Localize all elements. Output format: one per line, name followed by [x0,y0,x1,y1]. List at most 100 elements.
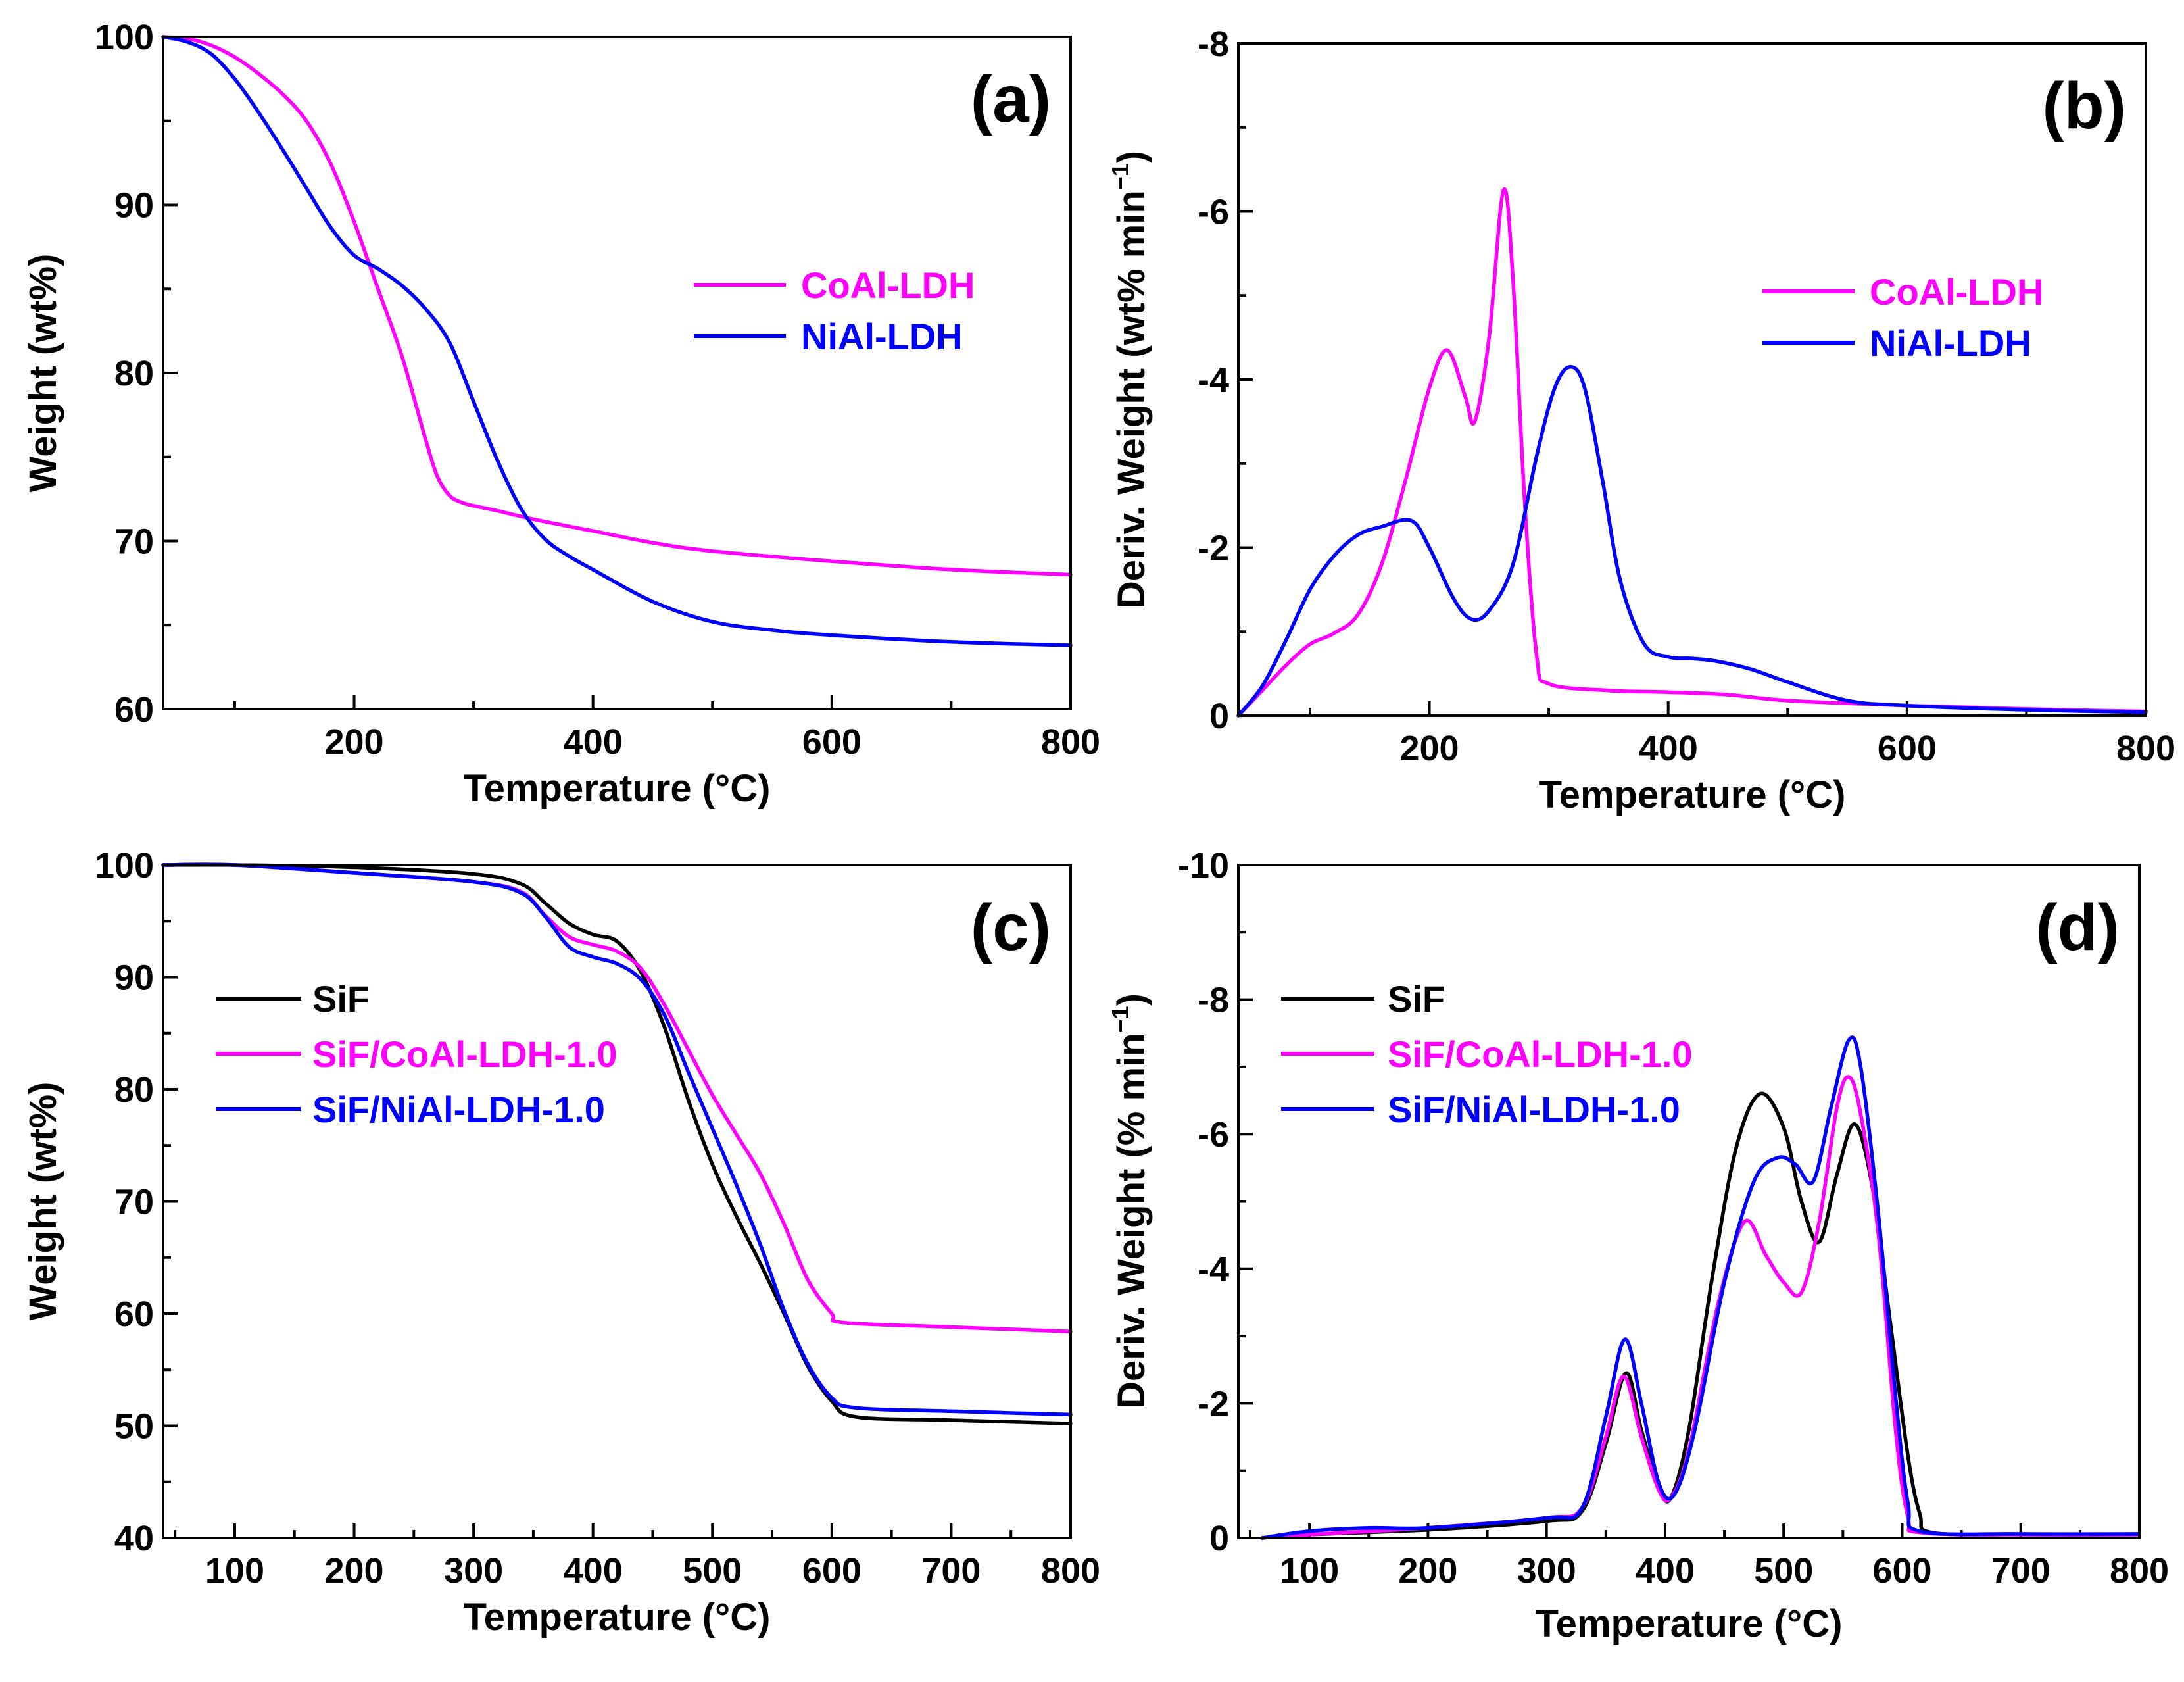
panel-a-y-tick-label: 70 [114,522,154,562]
panel-a-frame [162,36,1072,710]
panel-d-x-tick-label: 100 [1280,1551,1339,1591]
panel-d-x-tick-label: 500 [1754,1551,1813,1591]
panel-a-x-tick-label: 400 [564,722,623,762]
panel-a-legend: CoAl-LDH NiAl-LDH [694,264,975,357]
panel-b-legend: CoAl-LDH NiAl-LDH [1762,271,2043,364]
panel-d-frame [1237,864,2141,1539]
panel-b-y-axis-label-main: Deriv. Weight (wt% min [1110,190,1153,608]
panel-c-legend-label-nial: SiF/NiAl-LDH-1.0 [312,1089,605,1130]
panel-c-x-tick-label: 500 [683,1551,742,1591]
panel-d-x-tick-label: 800 [2110,1551,2169,1591]
panel-d-y-tick-label: -8 [1198,981,1229,1020]
panel-c-tga-composites: 100 200 300 400 500 600 700 800 40 50 60 70 80 90100 … [22,846,1100,1639]
panel-b-legend-label-coal: CoAl-LDH [1870,271,2043,312]
panel-c-x-tick-label: 700 [921,1551,981,1591]
panel-d-series-sif [1260,1091,2141,1540]
panel-c-y-tick-label: 100 [95,846,154,885]
panel-a-series-coal-ldh [161,35,1073,577]
panel-a-y-tick-label: 100 [95,18,154,57]
panel-d-dtg-composites: 100 200 300 400 500 600 700 800 0 -2 -4 -6 -8 -10 (d)… [1107,846,2169,1645]
panel-c-y-tick-label: 70 [114,1183,154,1222]
panel-a-x-tick-label: 600 [802,722,861,762]
panel-c-x-tick-label: 800 [1041,1551,1100,1591]
panel-b-legend-label-nial: NiAl-LDH [1870,322,2031,364]
panel-b-x-tick-label: 600 [1878,729,1937,768]
panel-b-y-axis-label-close: ) [1110,151,1153,163]
panel-a-x-axis-label: Temperature (°C) [464,767,771,810]
panel-c-y-tick-label: 50 [114,1407,154,1447]
panel-a-series-nial-ldh [161,35,1073,647]
panel-c-x-tick-label: 300 [444,1551,503,1591]
panel-b-series-nial-ldh [1236,365,2148,718]
panel-d-x-tick-label: 700 [1991,1551,2051,1591]
panel-d-series-sif-nial-ldh-1-0 [1260,1035,2141,1540]
panel-b-y-axis-label: Deriv. Weight (wt% min−1) [1107,151,1153,608]
panel-c-series-sif [161,862,1073,1425]
panel-c-series-sif-nial-ldh-1-0 [161,862,1073,1417]
panel-b-x-axis-label: Temperature (°C) [1539,774,1846,816]
panel-d-x-tick-label: 200 [1398,1551,1457,1591]
panel-c-x-tick-label: 600 [802,1551,861,1591]
panel-a-plot-area: 200 400 600 800 60 70 80 90 100 [95,18,1100,762]
panel-b-frame [1237,42,2147,717]
panel-b-y-axis-label-sup: −1 [1107,163,1134,190]
panel-a-y-tick-label: 90 [114,186,154,226]
panel-c-y-axis-label: Weight (wt%) [22,1082,64,1321]
panel-b-series-coal-ldh [1236,187,2148,718]
panel-b-plot-area: 200 400 600 800 0 -2 -4 -6 -8 [1198,24,2175,768]
panel-a-y-axis-label: Weight (wt%) [22,254,64,493]
panel-b-y-tick-label: -6 [1198,193,1229,232]
panel-d-y-tick-label: -6 [1198,1115,1229,1154]
panel-b-x-tick-label: 800 [2116,729,2175,768]
panel-b-y-tick-label: -8 [1198,24,1229,64]
panel-a-x-tick-label: 200 [324,722,383,762]
panel-d-label: (d) [2035,891,2120,964]
panel-a-label: (a) [971,62,1051,136]
panel-c-x-tick-label: 200 [324,1551,383,1591]
panel-c-x-tick-label: 400 [564,1551,623,1591]
panel-a-x-tick-label: 800 [1041,722,1100,762]
panel-d-y-tick-label: -2 [1198,1384,1229,1423]
panel-d-y-tick-label: -4 [1198,1250,1229,1289]
panel-d-y-axis-label: Deriv. Weight (% min−1) [1107,993,1153,1409]
panel-b-x-tick-label: 200 [1399,729,1459,768]
panel-c-x-tick-label: 100 [205,1551,264,1591]
panel-d-series-sif-coal-ldh-1-0 [1260,1075,2141,1540]
panel-a-legend-label-coal: CoAl-LDH [801,264,975,306]
panel-c-plot-area: 100 200 300 400 500 600 700 800 40 50 60 70 80 90 100 [95,846,1100,1591]
panel-d-legend-label-coal: SiF/CoAl-LDH-1.0 [1388,1033,1693,1075]
panel-b-dtg-ldh: 200 400 600 800 0 -2 -4 -6 -8 (b) Temperature (°… [1107,24,2175,816]
panel-d-x-tick-label: 400 [1636,1551,1695,1591]
panel-a-tga-ldh: 200 400 600 800 60 70 80 90 100 (a) Temperature … [22,18,1100,810]
panel-d-legend-label-nial: SiF/NiAl-LDH-1.0 [1388,1089,1680,1130]
panel-c-label: (c) [971,891,1051,964]
panel-a-y-tick-label: 80 [114,354,154,393]
panel-b-label: (b) [2042,69,2126,143]
panel-d-y-axis-label-close: ) [1110,993,1153,1006]
panel-c-y-tick-label: 40 [114,1519,154,1558]
panel-c-legend: SiF SiF/CoAl-LDH-1.0 SiF/NiAl-LDH-1.0 [216,978,618,1130]
panel-d-x-axis-label: Temperature (°C) [1536,1602,1843,1645]
panel-d-y-axis-label-main: Deriv. Weight (% min [1110,1033,1153,1408]
panel-b-x-tick-label: 400 [1639,729,1698,768]
panel-c-legend-label-sif: SiF [312,978,370,1020]
panel-c-x-axis-label: Temperature (°C) [464,1596,771,1639]
panel-c-frame [162,864,1072,1539]
panel-a-y-tick-label: 60 [114,690,154,730]
panel-c-legend-label-coal: SiF/CoAl-LDH-1.0 [312,1033,618,1075]
panel-d-x-tick-label: 600 [1872,1551,1931,1591]
panel-c-y-tick-label: 80 [114,1070,154,1110]
panel-d-y-tick-label: -10 [1178,846,1229,885]
panel-a-legend-label-nial: NiAl-LDH [801,316,963,357]
panel-b-y-tick-label: -2 [1198,529,1229,568]
panel-d-x-tick-label: 300 [1517,1551,1576,1591]
panel-c-y-tick-label: 60 [114,1295,154,1334]
panel-b-y-tick-label: -4 [1198,360,1229,400]
panel-c-y-tick-label: 90 [114,958,154,998]
panel-b-y-tick-label: 0 [1209,697,1229,736]
panel-d-legend: SiF SiF/CoAl-LDH-1.0 SiF/NiAl-LDH-1.0 [1281,978,1693,1130]
panel-d-y-tick-label: 0 [1209,1519,1229,1558]
panel-c-series-sif-coal-ldh-1-0 [161,862,1073,1334]
panel-d-plot-area: 100 200 300 400 500 600 700 800 0 -2 -4 -6 -8 -10 [1178,846,2169,1591]
